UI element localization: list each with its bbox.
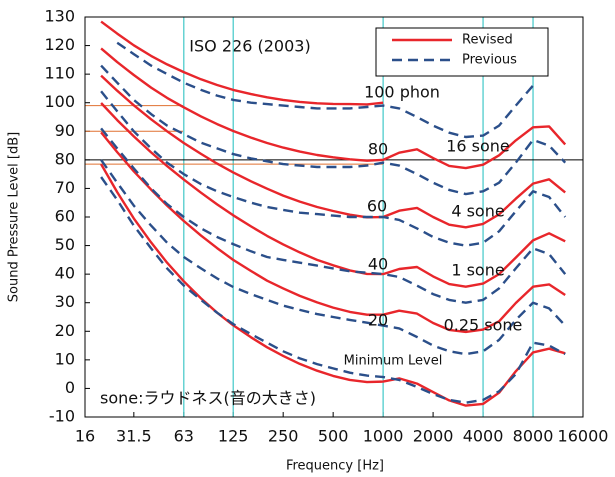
- legend: [375, 27, 549, 77]
- x-tick-label: 500: [318, 427, 349, 446]
- x-axis-label: Frequency [Hz]: [286, 459, 384, 474]
- y-tick-label: 40: [55, 264, 75, 283]
- x-tick-label: 63: [174, 427, 194, 446]
- annotation: 60: [367, 197, 387, 216]
- chart-title: ISO 226 (2003): [189, 37, 310, 56]
- x-tick-label: 8000: [513, 427, 554, 446]
- curve: [100, 74, 566, 229]
- curve: [116, 41, 534, 139]
- legend-label: Revised: [462, 33, 513, 48]
- annotation: 1 sone: [451, 261, 504, 280]
- annotation: 4 sone: [451, 202, 504, 221]
- y-tick-label: 50: [55, 235, 75, 254]
- x-tick-label: 125: [218, 427, 249, 446]
- y-tick-label: 10: [55, 349, 75, 368]
- x-tick-label: 16: [75, 427, 95, 446]
- annotation: sone:ラウドネス(音の大きさ): [100, 389, 316, 408]
- y-tick-label: 70: [55, 178, 75, 197]
- curve: [100, 176, 566, 404]
- y-tick-label: 130: [44, 7, 75, 26]
- x-tick-label: 250: [268, 427, 299, 446]
- annotation: 80: [368, 140, 388, 159]
- annotation: 0.25 sone: [444, 316, 523, 335]
- x-tick-label: 1000: [363, 427, 404, 446]
- y-tick-label: 0: [65, 378, 75, 397]
- y-tick-label: 60: [55, 207, 75, 226]
- curve: [100, 64, 567, 196]
- annotation: Minimum Level: [344, 354, 443, 369]
- curve: [100, 159, 567, 356]
- annotation: 20: [368, 311, 388, 330]
- curve: [100, 127, 567, 304]
- legend-label: Previous: [462, 53, 517, 68]
- y-tick-label: 30: [55, 292, 75, 311]
- annotation: 100 phon: [364, 83, 440, 102]
- x-tick-label: 31.5: [116, 427, 152, 446]
- y-tick-label: 90: [55, 121, 75, 140]
- curve: [100, 163, 566, 407]
- y-tick-label: 80: [55, 149, 75, 168]
- y-tick-label: 110: [44, 64, 75, 83]
- y-tick-label: -10: [49, 407, 75, 426]
- x-tick-label: 16000: [558, 427, 609, 446]
- curve: [100, 47, 567, 170]
- curve: [100, 90, 567, 247]
- curve: [100, 20, 384, 106]
- x-tick-label: 2000: [413, 427, 454, 446]
- plot-frame: [84, 16, 584, 418]
- curve: [100, 131, 566, 334]
- y-tick-label: 120: [44, 35, 75, 54]
- annotation: 16 sone: [446, 137, 510, 156]
- y-tick-label: 20: [55, 321, 75, 340]
- y-tick-label: 100: [44, 92, 75, 111]
- annotation: 40: [368, 255, 388, 274]
- curve: [100, 102, 566, 288]
- y-axis-label: Sound Pressure Level [dB]: [7, 132, 22, 302]
- x-tick-label: 4000: [463, 427, 504, 446]
